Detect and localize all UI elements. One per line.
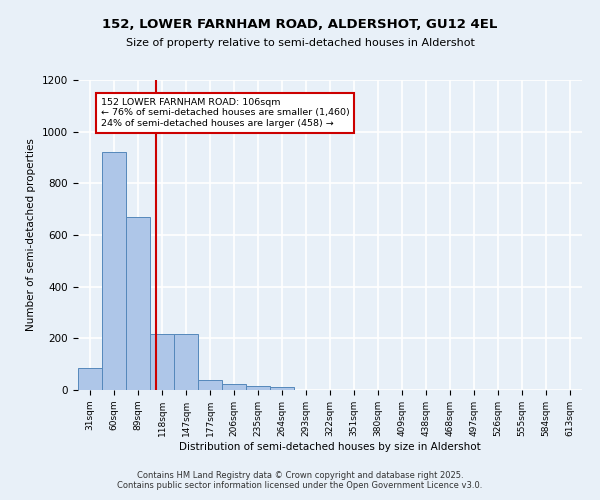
X-axis label: Distribution of semi-detached houses by size in Aldershot: Distribution of semi-detached houses by … [179, 442, 481, 452]
Text: Contains HM Land Registry data © Crown copyright and database right 2025.
Contai: Contains HM Land Registry data © Crown c… [118, 470, 482, 490]
Bar [150, 334, 174, 390]
Bar [126, 217, 150, 390]
Text: Size of property relative to semi-detached houses in Aldershot: Size of property relative to semi-detach… [125, 38, 475, 48]
Bar [198, 380, 222, 390]
Y-axis label: Number of semi-detached properties: Number of semi-detached properties [26, 138, 37, 332]
Text: 152 LOWER FARNHAM ROAD: 106sqm
← 76% of semi-detached houses are smaller (1,460): 152 LOWER FARNHAM ROAD: 106sqm ← 76% of … [101, 98, 350, 128]
Bar [102, 152, 126, 390]
Bar [222, 384, 246, 390]
Bar [270, 388, 294, 390]
Bar [174, 334, 198, 390]
Bar [246, 386, 270, 390]
Bar [78, 368, 102, 390]
Text: 152, LOWER FARNHAM ROAD, ALDERSHOT, GU12 4EL: 152, LOWER FARNHAM ROAD, ALDERSHOT, GU12… [103, 18, 497, 30]
